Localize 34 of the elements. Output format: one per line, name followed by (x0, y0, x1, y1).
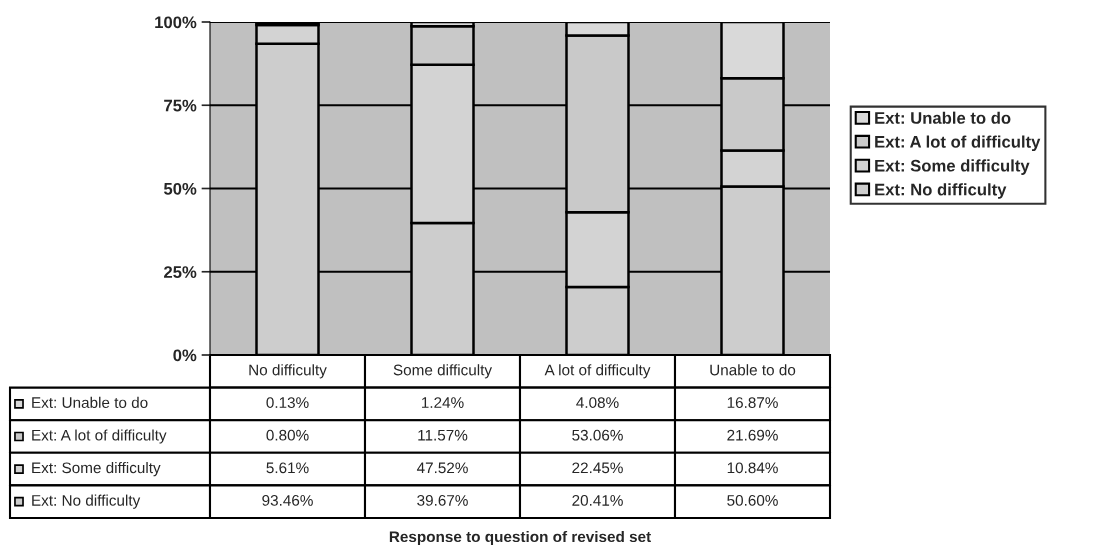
text: Ext: Some difficulty (32, 461, 161, 477)
data-label: 47.52% (416, 462, 468, 474)
data-label: 39.67% (417, 494, 468, 506)
data-label: 1.24% (422, 397, 464, 408)
legend-label: Ext: Some difficulty (875, 159, 1030, 175)
data-label: 16.87% (727, 397, 778, 408)
y-tick-label: 75% (164, 99, 197, 112)
data-label: 10.84% (727, 462, 778, 474)
y-tick-label: 50% (163, 182, 197, 195)
data-label: 4.08% (576, 397, 619, 408)
text: Response to question of revised set (389, 530, 651, 546)
legend-label: Ext: No difficulty (875, 183, 1007, 199)
data-label: 20.41% (572, 494, 623, 506)
legend-label: Ext: Unable to do (875, 111, 1011, 124)
y-tick-label: 25% (164, 266, 197, 278)
text: Ext: Unable to do (32, 396, 148, 408)
legend-label: Ext: A lot of difficulty (875, 135, 1041, 152)
x-tick-label: No difficulty (249, 364, 327, 379)
x-tick-label: Some difficulty (393, 364, 493, 379)
data-label: 0.80% (266, 429, 309, 441)
text: Ext: No difficulty (32, 494, 141, 509)
x-tick-label: Unable to do (710, 364, 796, 376)
text: Ext: A lot of difficulty (32, 429, 167, 444)
x-tick-label: A lot of difficulty (544, 364, 651, 379)
data-label: 21.69% (727, 429, 778, 441)
data-label: 93.46% (262, 494, 313, 506)
data-label: 22.45% (572, 462, 623, 474)
data-label: 0.13% (266, 397, 309, 408)
y-tick-label: 100% (155, 16, 197, 29)
data-label: 11.57% (418, 429, 468, 441)
data-label: 50.60% (727, 494, 778, 506)
y-tick-label: 0% (173, 349, 197, 362)
data-label: 53.06% (572, 429, 623, 441)
data-label: 5.61% (266, 462, 309, 474)
